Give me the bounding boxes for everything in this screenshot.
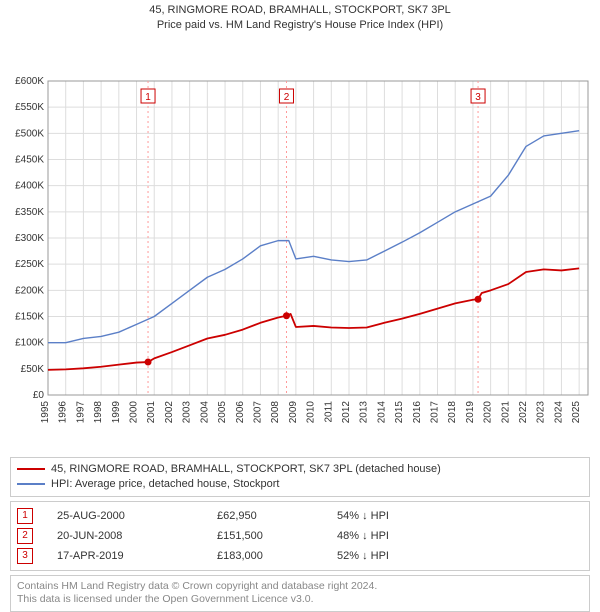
svg-text:£400K: £400K: [15, 180, 44, 191]
svg-text:2024: 2024: [553, 400, 564, 423]
svg-text:2013: 2013: [359, 400, 370, 423]
svg-text:£600K: £600K: [15, 76, 44, 87]
svg-text:2020: 2020: [483, 400, 494, 423]
event-pct: 54% ↓ HPI: [337, 510, 389, 522]
events-box: 1 25-AUG-2000£62,95054% ↓ HPI 2 20-JUN-2008…: [10, 501, 590, 571]
svg-text:£300K: £300K: [15, 233, 44, 244]
svg-text:2011: 2011: [323, 400, 334, 422]
chart-area: £0 £50K £100K £150K £200K £250K £300K £350K £400…: [0, 33, 600, 453]
svg-text:2017: 2017: [430, 400, 441, 423]
legend-swatch: [17, 483, 45, 485]
svg-text:2005: 2005: [217, 400, 228, 423]
event-row: 2 20-JUN-2008£151,50048% ↓ HPI: [17, 526, 583, 546]
event-badge: 2: [17, 528, 33, 544]
event-row: 3 17-APR-2019£183,00052% ↓ HPI: [17, 546, 583, 566]
legend-box: 45, RINGMORE ROAD, BRAMHALL, STOCKPORT, …: [10, 457, 590, 497]
footer-line1: Contains HM Land Registry data © Crown c…: [17, 580, 583, 594]
svg-text:2004: 2004: [199, 400, 210, 423]
svg-text:2001: 2001: [146, 400, 157, 423]
legend-row: HPI: Average price, detached house, Stoc…: [17, 477, 583, 492]
svg-text:1999: 1999: [111, 400, 122, 423]
svg-text:£150K: £150K: [15, 311, 44, 322]
svg-text:£50K: £50K: [21, 364, 45, 375]
svg-text:1: 1: [145, 92, 151, 103]
legend-label: HPI: Average price, detached house, Stoc…: [51, 478, 280, 490]
event-row: 1 25-AUG-2000£62,95054% ↓ HPI: [17, 506, 583, 526]
event-price: £151,500: [217, 530, 337, 542]
svg-text:1997: 1997: [75, 400, 86, 423]
svg-text:£550K: £550K: [15, 102, 44, 113]
svg-text:£450K: £450K: [15, 154, 44, 165]
svg-text:2019: 2019: [465, 400, 476, 423]
title-line2: Price paid vs. HM Land Registry's House …: [0, 18, 600, 33]
svg-text:2007: 2007: [252, 400, 263, 423]
chart-svg: £0 £50K £100K £150K £200K £250K £300K £350K £400…: [0, 33, 600, 453]
svg-text:2002: 2002: [164, 400, 175, 423]
svg-text:1995: 1995: [40, 400, 51, 423]
event-price: £183,000: [217, 550, 337, 562]
svg-text:2010: 2010: [306, 400, 317, 423]
svg-text:2015: 2015: [394, 400, 405, 423]
svg-text:2000: 2000: [129, 400, 140, 423]
svg-text:£200K: £200K: [15, 285, 44, 296]
event-date: 25-AUG-2000: [57, 510, 217, 522]
svg-text:£500K: £500K: [15, 128, 44, 139]
legend-row: 45, RINGMORE ROAD, BRAMHALL, STOCKPORT, …: [17, 462, 583, 477]
svg-text:2: 2: [284, 92, 290, 103]
svg-text:2006: 2006: [235, 400, 246, 423]
footer-line2: This data is licensed under the Open Gov…: [17, 593, 583, 607]
svg-text:£250K: £250K: [15, 259, 44, 270]
svg-text:2025: 2025: [571, 400, 582, 423]
footer-box: Contains HM Land Registry data © Crown c…: [10, 575, 590, 612]
svg-text:2016: 2016: [412, 400, 423, 423]
title-line1: 45, RINGMORE ROAD, BRAMHALL, STOCKPORT, …: [0, 3, 600, 18]
svg-text:2021: 2021: [500, 400, 511, 423]
svg-text:2012: 2012: [341, 400, 352, 423]
svg-text:£100K: £100K: [15, 337, 44, 348]
svg-text:1996: 1996: [58, 400, 69, 423]
svg-text:£0: £0: [33, 390, 45, 401]
svg-text:£350K: £350K: [15, 207, 44, 218]
svg-text:1998: 1998: [93, 400, 104, 423]
legend-swatch: [17, 468, 45, 470]
event-badge: 3: [17, 548, 33, 564]
event-badge: 1: [17, 508, 33, 524]
svg-text:3: 3: [475, 92, 481, 103]
event-price: £62,950: [217, 510, 337, 522]
svg-text:2022: 2022: [518, 400, 529, 423]
svg-text:2008: 2008: [270, 400, 281, 423]
svg-text:2009: 2009: [288, 400, 299, 423]
chart-title-block: 45, RINGMORE ROAD, BRAMHALL, STOCKPORT, …: [0, 0, 600, 33]
svg-text:2018: 2018: [447, 400, 458, 423]
legend-label: 45, RINGMORE ROAD, BRAMHALL, STOCKPORT, …: [51, 463, 441, 475]
svg-text:2003: 2003: [182, 400, 193, 423]
event-pct: 52% ↓ HPI: [337, 550, 389, 562]
svg-text:2014: 2014: [376, 400, 387, 423]
event-date: 17-APR-2019: [57, 550, 217, 562]
event-pct: 48% ↓ HPI: [337, 530, 389, 542]
event-date: 20-JUN-2008: [57, 530, 217, 542]
svg-text:2023: 2023: [536, 400, 547, 423]
